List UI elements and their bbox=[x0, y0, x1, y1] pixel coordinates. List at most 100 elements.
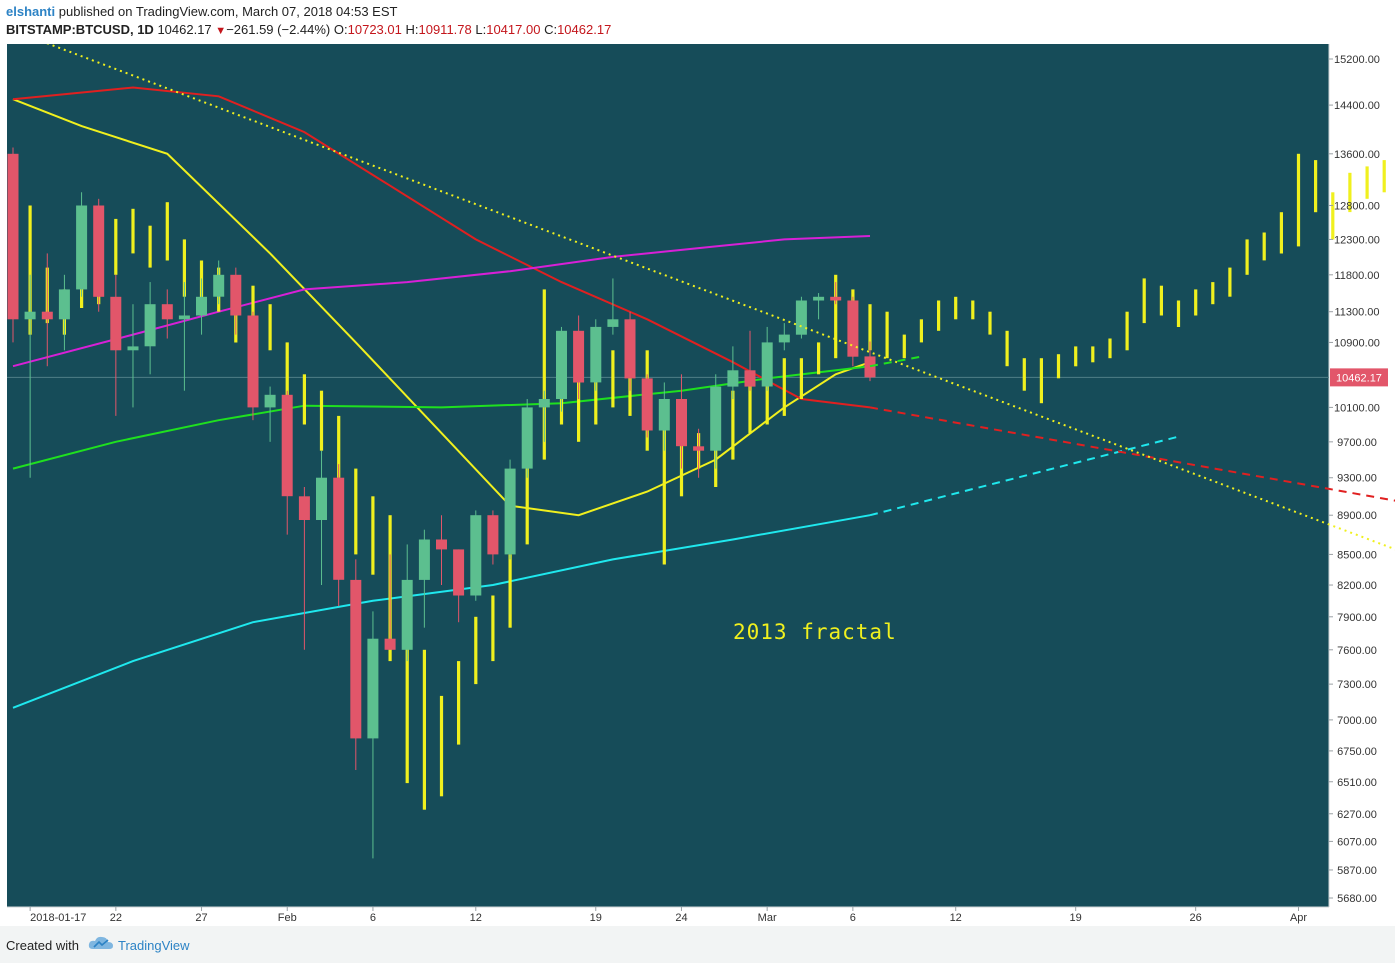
publish-line: elshanti published on TradingView.com, M… bbox=[6, 4, 397, 19]
close-label: C: bbox=[544, 22, 558, 37]
candle bbox=[144, 282, 156, 375]
candle bbox=[110, 274, 122, 416]
candle bbox=[847, 296, 859, 367]
fractal-bar bbox=[268, 304, 272, 351]
low-value: 10417.00 bbox=[486, 22, 541, 37]
candle-body bbox=[350, 579, 362, 739]
candle bbox=[813, 293, 825, 320]
fractal-bar bbox=[577, 366, 581, 442]
author-link[interactable]: elshanti bbox=[6, 4, 56, 19]
candle bbox=[41, 253, 53, 367]
candle-body bbox=[247, 315, 259, 408]
price-tick-label: 10900.00 bbox=[1334, 337, 1380, 349]
candle bbox=[281, 390, 293, 535]
candle bbox=[213, 260, 225, 305]
fractal-bar bbox=[1331, 192, 1335, 240]
low-label: L: bbox=[475, 22, 487, 37]
candle-body bbox=[693, 446, 705, 451]
candle bbox=[401, 544, 413, 662]
fractal-bar bbox=[731, 390, 735, 460]
candle-body bbox=[470, 515, 482, 596]
time-tick-label: 22 bbox=[110, 912, 122, 924]
fractal-bar bbox=[1091, 346, 1095, 363]
candle-body bbox=[7, 153, 19, 320]
candle bbox=[76, 192, 88, 297]
fractal-bar bbox=[302, 374, 306, 425]
fractal-bar bbox=[799, 358, 803, 399]
candle bbox=[590, 319, 602, 391]
fractal-bar bbox=[1194, 289, 1198, 316]
moving-average-3 bbox=[12, 365, 871, 470]
candle bbox=[573, 315, 585, 400]
fractal-bar bbox=[285, 342, 289, 408]
candle-body bbox=[41, 311, 53, 320]
fractal-bar bbox=[1382, 160, 1386, 193]
candle-body bbox=[230, 274, 242, 316]
fractal-annotation[interactable]: 2013 fractal bbox=[733, 620, 897, 644]
candle bbox=[58, 274, 70, 351]
price-tick-label: 7900.00 bbox=[1337, 612, 1377, 624]
candle bbox=[658, 382, 670, 451]
fractal-bar bbox=[182, 239, 186, 297]
time-tick-label: 19 bbox=[1070, 912, 1082, 924]
candle-body bbox=[795, 300, 807, 335]
candle-body bbox=[641, 378, 653, 431]
fractal-bar bbox=[1314, 160, 1318, 213]
candle-body bbox=[213, 274, 225, 297]
fractal-bar bbox=[491, 595, 495, 662]
candle-body bbox=[178, 315, 190, 320]
time-tick-label: 12 bbox=[470, 912, 482, 924]
fractal-bar bbox=[988, 311, 992, 335]
price-tick-label: 11300.00 bbox=[1334, 307, 1379, 319]
candle bbox=[298, 486, 310, 650]
fractal-bar bbox=[1211, 282, 1215, 305]
tradingview-cloud-icon[interactable] bbox=[88, 935, 114, 951]
price-tick-label: 12300.00 bbox=[1334, 234, 1380, 246]
price-tick-label: 8900.00 bbox=[1337, 510, 1377, 522]
candle bbox=[504, 459, 516, 560]
candle bbox=[350, 559, 362, 771]
fractal-bar bbox=[1039, 358, 1043, 404]
time-tick-label: 26 bbox=[1190, 912, 1202, 924]
candle bbox=[744, 330, 756, 391]
candle-body bbox=[333, 477, 345, 580]
candle bbox=[795, 296, 807, 339]
time-tick-label: 19 bbox=[590, 912, 602, 924]
price-tick-label: 5870.00 bbox=[1337, 865, 1377, 877]
candle bbox=[127, 304, 139, 408]
candle bbox=[333, 464, 345, 607]
candle-body bbox=[573, 330, 585, 383]
fractal-bar bbox=[422, 649, 426, 810]
candle bbox=[761, 326, 773, 391]
candle bbox=[436, 515, 447, 586]
publish-info: published on TradingView.com, March 07, … bbox=[58, 4, 398, 19]
fractal-bar bbox=[1056, 354, 1061, 379]
candle bbox=[830, 282, 842, 305]
fractal-bar bbox=[902, 334, 906, 359]
price-tick-label: 11800.00 bbox=[1334, 270, 1379, 282]
candle-body bbox=[144, 304, 156, 347]
fractal-bar bbox=[131, 208, 135, 254]
candle bbox=[556, 326, 567, 412]
candle-body bbox=[761, 342, 773, 387]
fractal-bar bbox=[337, 415, 341, 478]
candle bbox=[710, 374, 722, 469]
candle-body bbox=[298, 496, 310, 520]
fractal-bar bbox=[662, 399, 666, 565]
fractal-bar bbox=[1176, 300, 1181, 327]
time-tick-label: Apr bbox=[1290, 912, 1307, 924]
price-tick-label: 7600.00 bbox=[1337, 645, 1377, 657]
candle-body bbox=[316, 477, 327, 520]
footer: Created with TradingView bbox=[0, 926, 1395, 963]
projection-line-3 bbox=[869, 355, 922, 368]
fractal-bar bbox=[1228, 267, 1232, 297]
price-tick-label: 6070.00 bbox=[1337, 836, 1377, 848]
fractal-bar bbox=[868, 304, 872, 351]
moving-average-2 bbox=[12, 86, 871, 409]
candle-body bbox=[281, 394, 293, 497]
candle-body bbox=[93, 205, 105, 297]
fractal-bar bbox=[919, 319, 923, 343]
price-chart[interactable]: 15200.00 14400.00 13600.00 12800.00 12300.00… bbox=[0, 44, 1395, 926]
price-tick-label: 15200.00 bbox=[1334, 54, 1380, 66]
tradingview-link[interactable]: TradingView bbox=[118, 938, 190, 953]
